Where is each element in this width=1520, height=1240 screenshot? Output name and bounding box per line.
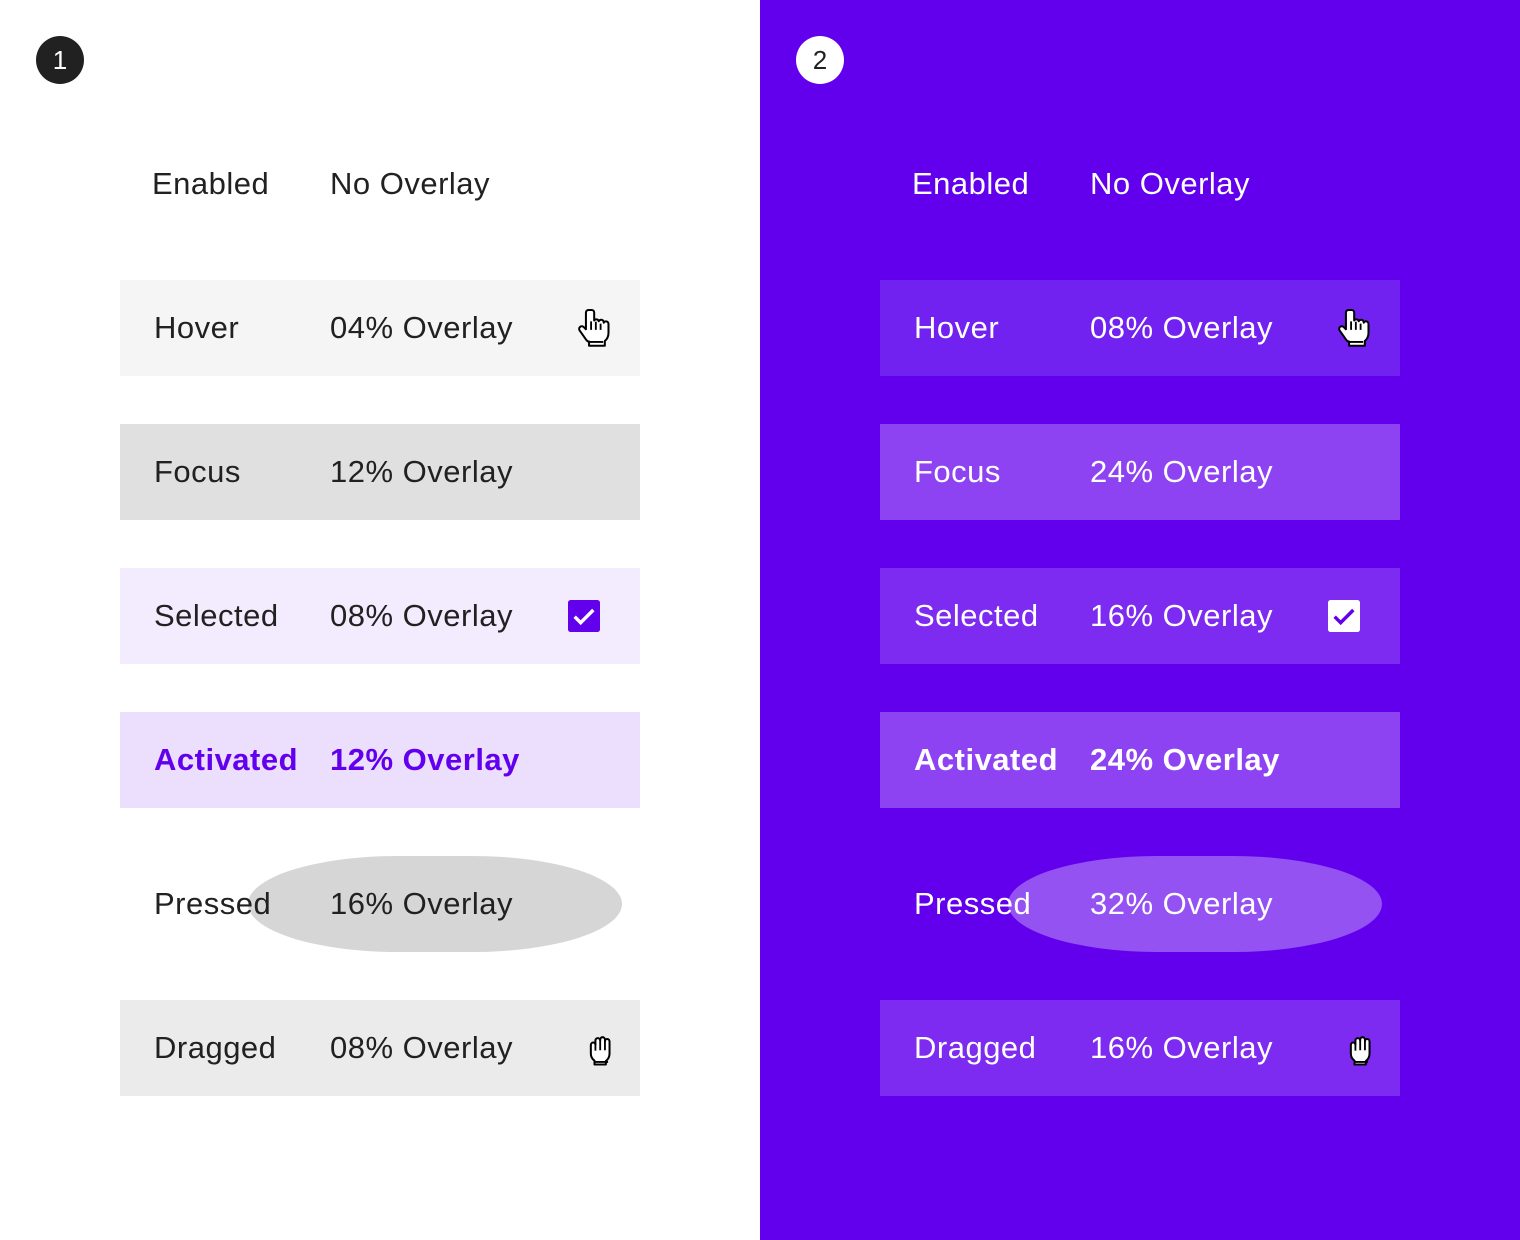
overlay-label: 24% Overlay bbox=[1090, 742, 1280, 777]
row-selected: Selected 08% Overlay bbox=[120, 568, 640, 664]
overlay-label: No Overlay bbox=[1090, 166, 1251, 201]
panel-number-badge: 2 bbox=[796, 36, 844, 84]
row-dragged: Dragged 16% Overlay bbox=[880, 1000, 1400, 1096]
overlay-label: 08% Overlay bbox=[330, 598, 513, 633]
overlay-label: No Overlay bbox=[330, 166, 491, 201]
row-focus: Focus 24% Overlay bbox=[880, 424, 1400, 520]
row-pressed: Pressed 32% Overlay bbox=[880, 856, 1400, 952]
state-layer bbox=[120, 424, 640, 520]
row-selected: Selected 16% Overlay bbox=[880, 568, 1400, 664]
state-label: Selected bbox=[914, 598, 1039, 633]
row-activated: Activated 12% Overlay bbox=[120, 712, 640, 808]
overlay-label: 08% Overlay bbox=[330, 1030, 513, 1065]
state-label: Pressed bbox=[154, 886, 272, 921]
row-dragged: Dragged 08% Overlay bbox=[120, 1000, 640, 1096]
state-layer bbox=[880, 1000, 1400, 1096]
overlay-label: 16% Overlay bbox=[330, 886, 513, 921]
state-label: Hover bbox=[914, 310, 1000, 345]
state-label: Pressed bbox=[914, 886, 1032, 921]
panel-number-badge: 1 bbox=[36, 36, 84, 84]
state-layer bbox=[120, 712, 640, 808]
state-label: Dragged bbox=[154, 1030, 277, 1065]
overlay-label: 16% Overlay bbox=[1090, 598, 1273, 633]
state-label: Dragged bbox=[914, 1030, 1037, 1065]
ripple-shape bbox=[1008, 856, 1382, 952]
overlay-label: 16% Overlay bbox=[1090, 1030, 1273, 1065]
ripple-shape bbox=[248, 856, 622, 952]
state-layer bbox=[120, 1000, 640, 1096]
light-theme-panel: 1 Enabled No Overlay Hover 04% Overlay F… bbox=[36, 36, 640, 1096]
state-label: Enabled bbox=[912, 166, 1030, 201]
checkbox-checked-icon[interactable] bbox=[1328, 600, 1360, 632]
state-layer bbox=[880, 280, 1400, 376]
overlay-label: 24% Overlay bbox=[1090, 454, 1273, 489]
state-layer bbox=[120, 568, 640, 664]
row-enabled: Enabled No Overlay bbox=[120, 136, 640, 232]
row-focus: Focus 12% Overlay bbox=[120, 424, 640, 520]
state-label: Focus bbox=[154, 454, 241, 489]
hand-grab-icon bbox=[1349, 1036, 1371, 1066]
overlay-label: 12% Overlay bbox=[330, 454, 513, 489]
overlay-label: 08% Overlay bbox=[1090, 310, 1273, 345]
state-layer bbox=[880, 424, 1400, 520]
state-label: Hover bbox=[154, 310, 240, 345]
overlay-label: 32% Overlay bbox=[1090, 886, 1273, 921]
state-label: Activated bbox=[914, 742, 1059, 777]
row-pressed: Pressed 16% Overlay bbox=[120, 856, 640, 952]
checkbox-checked-icon[interactable] bbox=[568, 600, 600, 632]
row-hover: Hover 04% Overlay bbox=[120, 280, 640, 376]
row-hover: Hover 08% Overlay bbox=[880, 280, 1400, 376]
overlay-label: 12% Overlay bbox=[330, 742, 520, 777]
hand-pointer-icon bbox=[1338, 309, 1370, 347]
hand-pointer-icon bbox=[578, 309, 610, 347]
state-layer bbox=[880, 568, 1400, 664]
state-label: Activated bbox=[154, 742, 299, 777]
row-activated: Activated 24% Overlay bbox=[880, 712, 1400, 808]
hand-grab-icon bbox=[589, 1036, 611, 1066]
overlay-label: 04% Overlay bbox=[330, 310, 513, 345]
primary-theme-panel: 2 Enabled No Overlay Hover 08% Overlay F… bbox=[760, 0, 1520, 1240]
state-label: Focus bbox=[914, 454, 1001, 489]
state-layer bbox=[120, 280, 640, 376]
state-layer bbox=[880, 712, 1400, 808]
state-label: Enabled bbox=[152, 166, 270, 201]
state-label: Selected bbox=[154, 598, 279, 633]
row-enabled: Enabled No Overlay bbox=[880, 136, 1400, 232]
